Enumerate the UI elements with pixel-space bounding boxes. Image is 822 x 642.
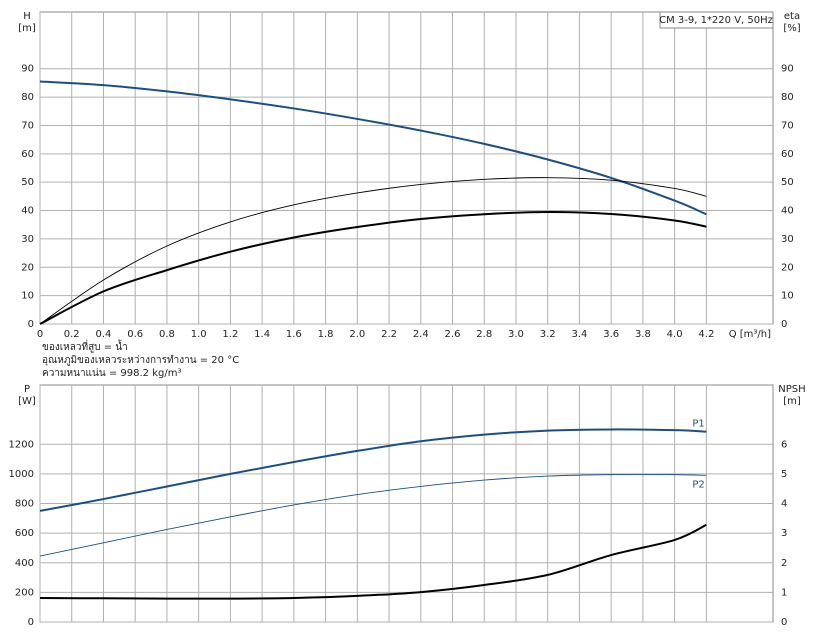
y2-tick-label: 2 — [781, 558, 787, 569]
curve — [39, 210, 707, 325]
x-tick-label: 0.4 — [96, 329, 112, 340]
legend-label: P2 — [692, 479, 704, 490]
note: อุณหภูมิของเหลวระหว่างการทำงาน = 20 °C — [42, 355, 239, 366]
x-tick-label: 2.4 — [413, 329, 429, 340]
y-tick-label: 10 — [21, 291, 34, 302]
y-tick-label: 70 — [21, 120, 34, 131]
curve — [39, 428, 707, 512]
y-tick-label: 400 — [15, 558, 34, 569]
y-tick-label: 800 — [15, 499, 34, 510]
x-tick-label: 1.4 — [254, 329, 270, 340]
y-tick-label: 20 — [21, 262, 34, 273]
y-tick-label: 80 — [21, 92, 34, 103]
y2-tick-label: 60 — [781, 149, 794, 160]
y2-tick-label: 20 — [781, 262, 794, 273]
x-tick-label: 2.2 — [381, 329, 397, 340]
x-tick-label: 0.6 — [127, 329, 143, 340]
x-tick-label: 2.8 — [476, 329, 492, 340]
curve — [39, 80, 707, 216]
y-tick-label: 60 — [21, 149, 34, 160]
y-tick-label: 90 — [21, 64, 34, 75]
x-tick-label: 1.2 — [222, 329, 238, 340]
y-tick-label: 200 — [15, 587, 34, 598]
x-tick-label: 3.4 — [571, 329, 587, 340]
y2-tick-label: 1 — [781, 587, 787, 598]
y-tick-label: 1200 — [9, 439, 34, 450]
x-tick-label: 4.0 — [667, 329, 683, 340]
y2-axis-unit: [%] — [783, 23, 800, 34]
y-tick-label: 600 — [15, 528, 34, 539]
y2-axis-label: eta — [784, 11, 800, 22]
y-axis-unit: [m] — [18, 23, 36, 34]
x-tick-label: 3.2 — [540, 329, 556, 340]
x-tick-label: 1.8 — [318, 329, 334, 340]
title-box — [659, 11, 774, 29]
note: ความหนาแน่น = 998.2 kg/m³ — [42, 368, 181, 379]
x-tick-label: 0.8 — [159, 329, 175, 340]
y2-tick-label: 90 — [781, 64, 794, 75]
x-tick-label: 1.0 — [191, 329, 207, 340]
x-axis-label: Q [m³/h] — [729, 329, 771, 340]
y2-tick-label: 70 — [781, 120, 794, 131]
curve — [39, 474, 707, 557]
y2-tick-label: 3 — [781, 528, 787, 539]
x-tick-label: 2.6 — [445, 329, 461, 340]
y2-tick-label: 30 — [781, 234, 794, 245]
y2-axis-unit: [m] — [783, 396, 801, 407]
y-axis-unit: [W] — [18, 396, 36, 407]
x-tick-label: 3.0 — [508, 329, 524, 340]
y2-tick-label: 10 — [781, 291, 794, 302]
x-tick-label: 2.0 — [349, 329, 365, 340]
y2-tick-label: 80 — [781, 92, 794, 103]
y-tick-label: 0 — [28, 617, 34, 628]
curve — [39, 177, 707, 325]
plot-frame — [39, 11, 774, 325]
y2-tick-label: 4 — [781, 499, 787, 510]
x-tick-label: 4.2 — [698, 329, 714, 340]
y-axis-label: H — [23, 11, 31, 22]
y-axis-label: P — [24, 384, 30, 395]
y-tick-label: 40 — [21, 206, 34, 217]
x-tick-label: 3.6 — [603, 329, 619, 340]
curve — [39, 523, 707, 600]
y-tick-label: 30 — [21, 234, 34, 245]
y2-axis-label: NPSH — [778, 384, 805, 395]
y-tick-label: 50 — [21, 177, 34, 188]
legend-label: P1 — [692, 419, 704, 430]
chart-title: CM 3-9, 1*220 V, 50Hz — [659, 15, 773, 26]
y2-tick-label: 5 — [781, 469, 787, 480]
note: ของเหลวที่สูบ = น้ำ — [42, 339, 128, 353]
y-tick-label: 1000 — [9, 469, 34, 480]
y2-tick-label: 0 — [781, 319, 787, 330]
y2-tick-label: 6 — [781, 439, 787, 450]
x-tick-label: 0.2 — [64, 329, 80, 340]
y2-tick-label: 0 — [781, 617, 787, 628]
x-tick-label: 1.6 — [286, 329, 302, 340]
y2-tick-label: 50 — [781, 177, 794, 188]
x-tick-label: 3.8 — [635, 329, 651, 340]
x-tick-label: 0 — [37, 329, 43, 340]
y2-tick-label: 40 — [781, 206, 794, 217]
y-tick-label: 0 — [28, 319, 34, 330]
